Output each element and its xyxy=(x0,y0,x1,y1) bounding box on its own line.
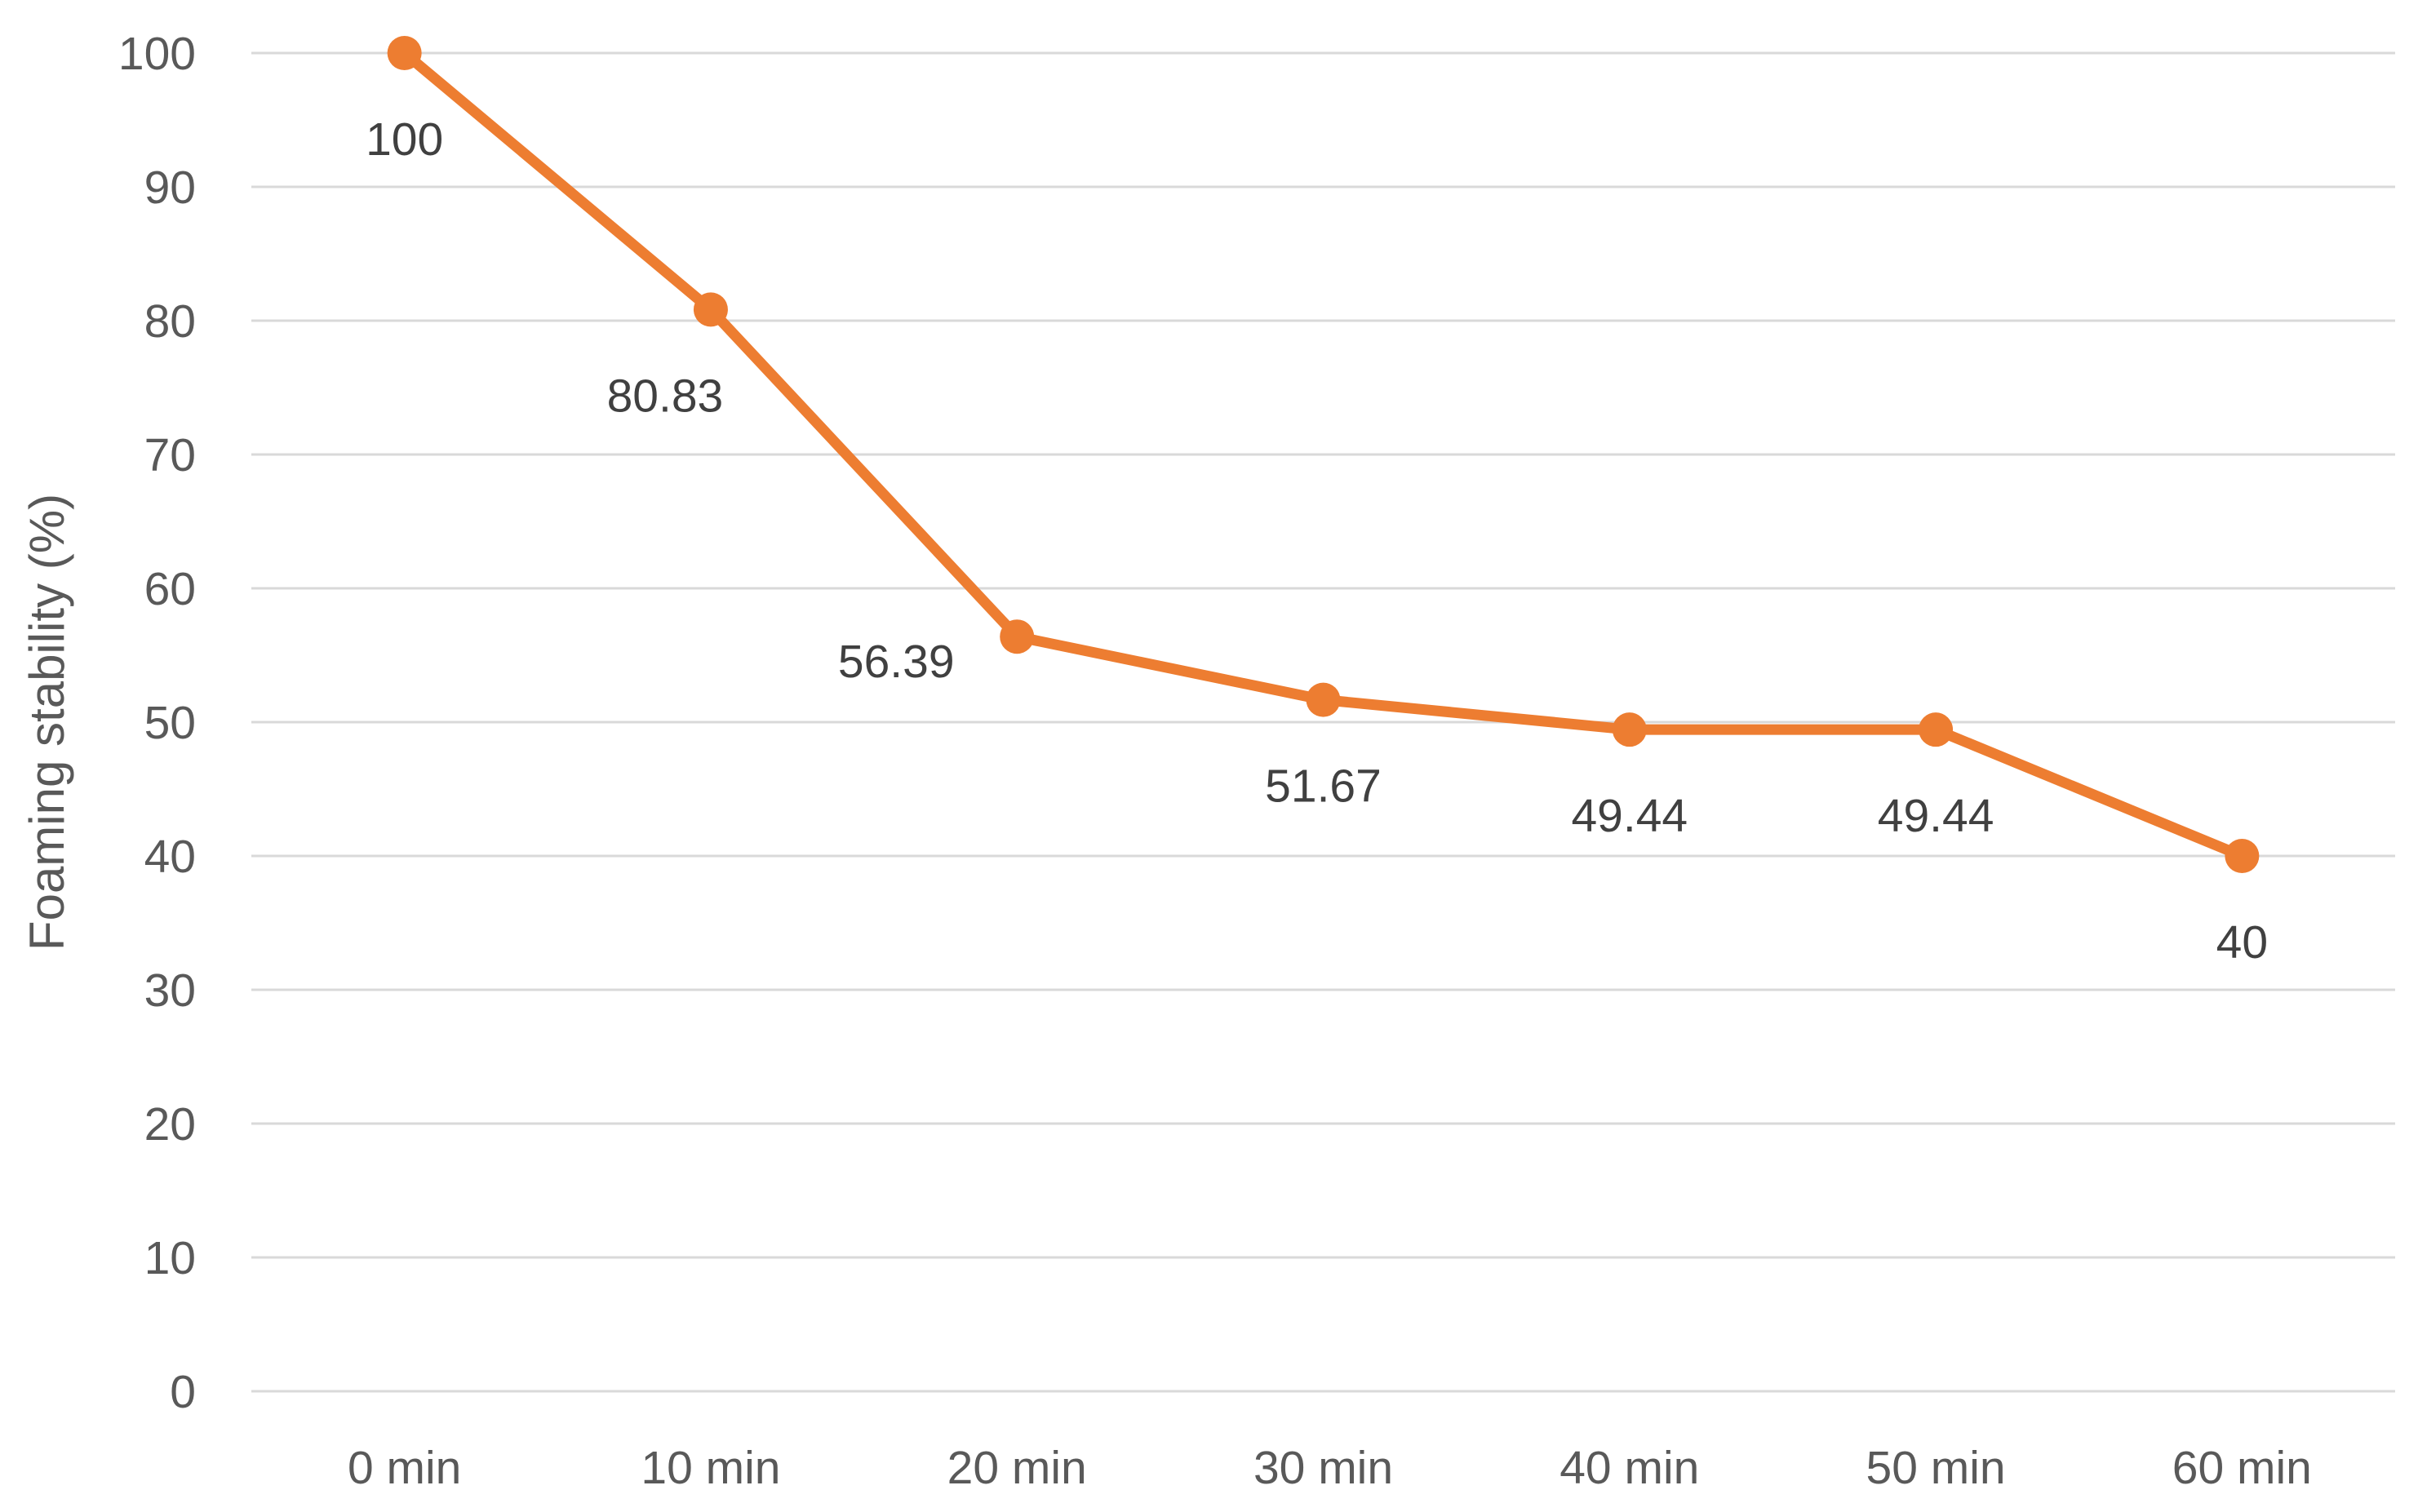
x-tick-label: 60 min xyxy=(2172,1442,2312,1494)
x-tick-label: 10 min xyxy=(641,1442,780,1494)
x-tick-label: 30 min xyxy=(1253,1442,1393,1494)
y-tick-label: 40 xyxy=(144,831,196,883)
gridlines xyxy=(251,51,2395,1393)
y-axis-title: Foaming stability (%) xyxy=(20,494,74,951)
data-point xyxy=(387,36,422,70)
data-point xyxy=(1306,682,1341,717)
y-tick-label: 90 xyxy=(144,162,196,214)
data-point xyxy=(1000,619,1035,654)
x-axis-tick-labels: 0 min 10 min 20 min 30 min 40 min 50 min 60 mi… xyxy=(348,1442,2312,1494)
y-tick-label: 10 xyxy=(144,1232,196,1284)
y-tick-label: 60 xyxy=(144,563,196,615)
data-label: 40 xyxy=(2216,916,2268,969)
y-tick-label: 20 xyxy=(144,1098,196,1151)
data-point xyxy=(2225,839,2260,873)
x-tick-label: 20 min xyxy=(947,1442,1087,1494)
data-label: 49.44 xyxy=(1878,790,1994,842)
data-point xyxy=(693,292,728,327)
data-labels: 100 80.83 56.39 51.67 49.44 49.44 40 xyxy=(366,113,2268,969)
data-label: 56.39 xyxy=(838,636,955,688)
y-tick-label: 0 xyxy=(170,1366,196,1418)
x-tick-label: 0 min xyxy=(348,1442,461,1494)
data-label: 80.83 xyxy=(607,370,724,422)
y-tick-label: 70 xyxy=(144,429,196,481)
data-label: 100 xyxy=(366,113,443,166)
x-tick-label: 50 min xyxy=(1866,1442,2006,1494)
x-tick-label: 40 min xyxy=(1559,1442,1699,1494)
data-label: 49.44 xyxy=(1571,790,1688,842)
data-label: 51.67 xyxy=(1265,760,1382,813)
data-point xyxy=(1919,712,1954,747)
data-point xyxy=(1612,712,1647,747)
y-tick-label: 50 xyxy=(144,697,196,749)
y-tick-label: 30 xyxy=(144,964,196,1017)
y-axis-tick-labels: 0 10 20 30 40 50 60 70 80 90 100 xyxy=(118,28,196,1418)
y-tick-label: 80 xyxy=(144,295,196,348)
y-tick-label: 100 xyxy=(118,28,196,80)
series-layer xyxy=(387,36,2260,873)
